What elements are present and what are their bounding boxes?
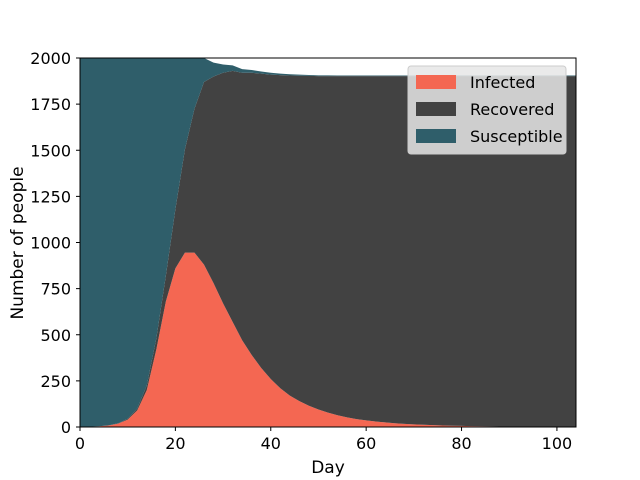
x-tick-label: 20: [165, 434, 185, 453]
legend: Infected Recovered Susceptible: [407, 65, 567, 155]
area-susceptible: [80, 58, 576, 427]
x-tick-label: 80: [451, 434, 471, 453]
y-tick-label: 2000: [30, 49, 71, 68]
y-tick-label: 1250: [30, 187, 71, 206]
x-tick-label: 100: [542, 434, 573, 453]
area-recovered: [80, 70, 576, 427]
x-tick-label: 0: [75, 434, 85, 453]
y-tick-label: 250: [40, 372, 71, 391]
y-tick-label: 500: [40, 326, 71, 345]
x-tick-label: 40: [261, 434, 281, 453]
y-tick-label: 1000: [30, 234, 71, 253]
legend-swatch-susceptible: [416, 129, 456, 143]
y-tick-label: 0: [61, 418, 71, 437]
y-tick-label: 750: [40, 280, 71, 299]
y-axis-label: Number of people: [8, 166, 28, 319]
x-tick-label: 60: [356, 434, 376, 453]
legend-label-susceptible: Susceptible: [470, 127, 563, 146]
plot-areas: [80, 58, 576, 427]
legend-label-recovered: Recovered: [470, 100, 554, 119]
x-axis-label: Day: [311, 458, 345, 478]
area-infected: [80, 252, 576, 427]
legend-swatch-infected: [416, 75, 456, 89]
legend-swatch-recovered: [416, 102, 456, 116]
axes: 0 20 40 60 80 1000250500750100012501500175020…: [30, 49, 577, 453]
y-tick-label: 1500: [30, 141, 71, 160]
y-tick-label: 1750: [30, 95, 71, 114]
legend-label-infected: Infected: [470, 73, 535, 92]
